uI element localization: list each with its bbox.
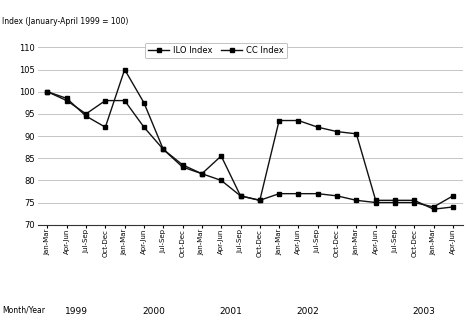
CC Index — [276, 192, 282, 195]
ILO Index — [373, 198, 379, 202]
Text: 1999: 1999 — [65, 307, 88, 316]
ILO Index — [295, 118, 301, 122]
CC Index — [315, 192, 320, 195]
ILO Index — [431, 207, 437, 211]
ILO Index — [102, 125, 108, 129]
Line: ILO Index: ILO Index — [45, 67, 455, 212]
Text: 2002: 2002 — [297, 307, 320, 316]
Text: Index (January-April 1999 = 100): Index (January-April 1999 = 100) — [2, 17, 129, 26]
ILO Index — [64, 96, 69, 100]
ILO Index — [450, 205, 456, 209]
CC Index — [122, 99, 127, 102]
CC Index — [354, 198, 359, 202]
ILO Index — [412, 198, 417, 202]
ILO Index — [83, 114, 89, 118]
ILO Index — [122, 68, 127, 72]
CC Index — [219, 178, 224, 182]
ILO Index — [199, 172, 205, 176]
ILO Index — [257, 198, 262, 202]
ILO Index — [354, 132, 359, 136]
ILO Index — [44, 90, 50, 94]
CC Index — [334, 194, 340, 198]
CC Index — [412, 201, 417, 204]
CC Index — [102, 99, 108, 102]
CC Index — [450, 194, 456, 198]
CC Index — [141, 125, 147, 129]
CC Index — [44, 90, 50, 94]
CC Index — [180, 165, 185, 169]
ILO Index — [315, 125, 320, 129]
Text: 2000: 2000 — [142, 307, 165, 316]
CC Index — [83, 112, 89, 116]
CC Index — [392, 201, 398, 204]
ILO Index — [219, 154, 224, 158]
ILO Index — [392, 198, 398, 202]
Text: 2001: 2001 — [219, 307, 242, 316]
CC Index — [431, 205, 437, 209]
ILO Index — [160, 147, 166, 151]
CC Index — [238, 194, 244, 198]
ILO Index — [276, 118, 282, 122]
CC Index — [295, 192, 301, 195]
Line: CC Index: CC Index — [45, 89, 455, 209]
Text: 2003: 2003 — [413, 307, 435, 316]
Text: Month/Year: Month/Year — [2, 306, 45, 315]
Legend: ILO Index, CC Index: ILO Index, CC Index — [145, 43, 287, 58]
ILO Index — [180, 163, 185, 167]
CC Index — [257, 198, 262, 202]
CC Index — [373, 201, 379, 204]
ILO Index — [334, 130, 340, 134]
CC Index — [64, 99, 69, 102]
ILO Index — [141, 101, 147, 105]
CC Index — [160, 147, 166, 151]
ILO Index — [238, 194, 244, 198]
CC Index — [199, 172, 205, 176]
